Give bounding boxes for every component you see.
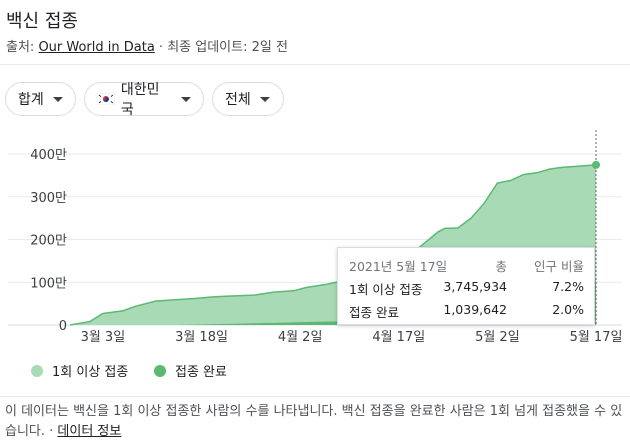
- legend-label: 접종 완료: [175, 365, 227, 380]
- tooltip-header: 2021년 5월 17일 총 인구 비율: [338, 256, 594, 276]
- tooltip-col-pct: 인구 비율: [534, 259, 584, 274]
- header-divider: [0, 64, 630, 65]
- page-title: 백신 접종: [6, 11, 78, 32]
- data-tooltip: 2021년 5월 17일 총 인구 비율 1회 이상 접종 3,745,934 …: [337, 247, 595, 325]
- population-filter-dropdown[interactable]: 전체: [212, 82, 284, 116]
- chevron-down-icon: [52, 96, 63, 102]
- tooltip-row-label: 접종 완료: [349, 305, 399, 320]
- y-tick-label: 100만: [30, 276, 67, 291]
- y-tick-label: 0: [59, 319, 67, 334]
- x-tick-label: 3월 3일: [81, 330, 126, 345]
- dose-filter-label: 합계: [18, 92, 44, 108]
- country-filter-label: 대한민국: [120, 82, 160, 118]
- chevron-down-icon: [259, 96, 270, 102]
- hover-marker: [592, 130, 600, 325]
- legend-swatch: [31, 364, 43, 377]
- tooltip-row-pct: 7.2%: [552, 279, 584, 294]
- dose-filter-dropdown[interactable]: 합계: [5, 82, 76, 116]
- footer-note: 이 데이터는 백신을 1회 이상 접종한 사람의 수를 나타냅니다. 백신 접종…: [5, 402, 625, 442]
- x-tick-label: 4월 17일: [372, 330, 425, 345]
- source-line: 출처: Our World in Data · 최종 업데이트: 2일 전: [6, 36, 288, 55]
- footer-divider: [0, 396, 630, 397]
- tooltip-row-pct: 2.0%: [552, 302, 584, 317]
- legend-item-first-dose[interactable]: 1회 이상 접종: [31, 361, 128, 380]
- hover-point: [592, 160, 600, 169]
- tooltip-col-total: 총: [495, 259, 507, 274]
- population-filter-label: 전체: [225, 92, 251, 108]
- data-info-link[interactable]: 데이터 정보: [57, 424, 122, 439]
- footer-separator: ·: [45, 424, 58, 439]
- y-axis-labels: 0 100만 200만 300만 400만: [30, 148, 67, 334]
- tooltip-row-total: 1,039,642: [443, 302, 507, 317]
- footer-text: 이 데이터는 백신을 1회 이상 접종한 사람의 수를 나타냅니다. 백신 접종…: [5, 404, 623, 439]
- y-tick-label: 200만: [30, 234, 67, 249]
- tooltip-row-total: 3,745,934: [443, 279, 507, 294]
- y-tick-label: 400만: [30, 148, 67, 163]
- y-tick-label: 300만: [30, 191, 67, 206]
- last-updated: · 최종 업데이트: 2일 전: [154, 40, 288, 55]
- legend-swatch: [154, 364, 166, 377]
- source-link[interactable]: Our World in Data: [38, 40, 155, 55]
- x-tick-label: 5월 17일: [570, 330, 623, 345]
- korea-flag-icon: [97, 93, 115, 105]
- tooltip-row-first-dose: 1회 이상 접종 3,745,934 7.2%: [338, 279, 594, 299]
- legend-label: 1회 이상 접종: [52, 365, 129, 380]
- tooltip-row-label: 1회 이상 접종: [349, 282, 423, 297]
- source-prefix: 출처:: [6, 40, 39, 55]
- legend-item-complete[interactable]: 접종 완료: [154, 361, 227, 380]
- x-tick-label: 5월 2일: [475, 330, 520, 345]
- x-tick-label: 4월 2일: [278, 330, 323, 345]
- tooltip-date: 2021년 5월 17일: [349, 259, 448, 274]
- x-tick-label: 3월 18일: [175, 330, 228, 345]
- tooltip-row-complete: 접종 완료 1,039,642 2.0%: [338, 302, 594, 322]
- chevron-down-icon: [181, 96, 191, 102]
- country-filter-dropdown[interactable]: 대한민국: [84, 82, 204, 118]
- x-axis-labels: 3월 3일 3월 18일 4월 2일 4월 17일 5월 2일 5월 17일: [81, 330, 623, 345]
